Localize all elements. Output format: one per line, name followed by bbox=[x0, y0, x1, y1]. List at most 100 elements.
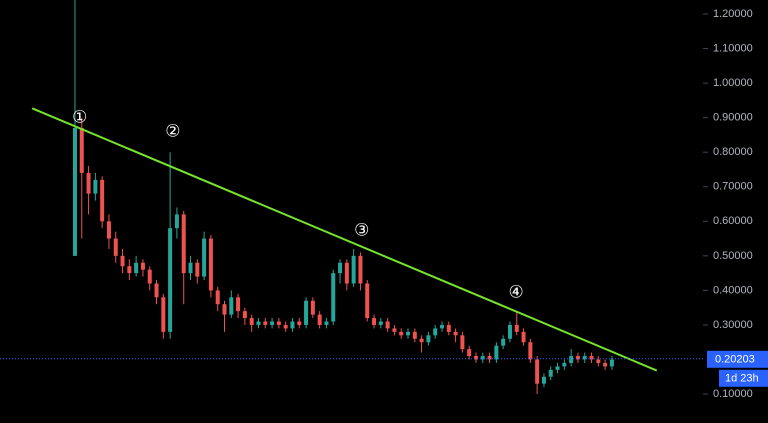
candle-body bbox=[406, 331, 411, 336]
candle-body bbox=[188, 262, 193, 274]
candle-body bbox=[562, 362, 567, 367]
candle-body bbox=[222, 304, 227, 315]
candle-body bbox=[603, 362, 608, 367]
candle-body bbox=[487, 356, 492, 360]
candle-body bbox=[378, 321, 383, 325]
candle-body bbox=[392, 328, 397, 332]
candle-body bbox=[575, 356, 580, 360]
candle-body bbox=[473, 356, 478, 360]
candle-body bbox=[174, 214, 179, 229]
candle-body bbox=[358, 255, 363, 284]
countdown-box bbox=[719, 369, 768, 387]
candle-body bbox=[161, 297, 166, 332]
candle-body bbox=[79, 128, 84, 173]
countdown: 1d 23h bbox=[725, 373, 759, 385]
candle-body bbox=[290, 321, 295, 329]
annotation: ④ bbox=[508, 283, 523, 302]
candle-body bbox=[181, 214, 186, 274]
candle-body bbox=[446, 324, 451, 332]
candle-body bbox=[555, 366, 560, 370]
candle-body bbox=[215, 290, 220, 305]
candle-body bbox=[453, 331, 458, 336]
annotation: ② bbox=[165, 122, 180, 141]
candle-body bbox=[127, 266, 132, 274]
candle-body bbox=[86, 172, 91, 194]
candle-body bbox=[304, 300, 309, 325]
y-tick-label: 0.50000 bbox=[713, 250, 753, 262]
price-label: 0.20203 bbox=[715, 354, 755, 366]
candle-body bbox=[256, 321, 261, 325]
candle-body bbox=[372, 318, 377, 325]
candle-body bbox=[106, 221, 111, 239]
annotation: ① bbox=[72, 107, 87, 126]
candle-body bbox=[229, 297, 234, 315]
candle-body bbox=[276, 321, 281, 325]
candle-body bbox=[399, 331, 404, 336]
candle-body bbox=[426, 335, 431, 343]
candle-body bbox=[460, 335, 465, 350]
candle-body bbox=[535, 359, 540, 384]
candle-body bbox=[351, 255, 356, 284]
candle-body bbox=[140, 262, 145, 270]
y-tick-label: 0.10000 bbox=[713, 388, 753, 400]
candle-body bbox=[419, 338, 424, 343]
candle-body bbox=[270, 321, 275, 325]
candle-body bbox=[208, 238, 213, 291]
annotation: ③ bbox=[354, 220, 369, 239]
candle-body bbox=[569, 356, 574, 363]
candle-body bbox=[202, 238, 207, 277]
candle-body bbox=[72, 128, 77, 256]
candle-body bbox=[596, 359, 601, 363]
candle-body bbox=[100, 179, 105, 222]
y-tick-label: 1.10000 bbox=[713, 42, 753, 54]
candle-body bbox=[514, 324, 519, 332]
price-label-box bbox=[707, 350, 768, 368]
candle-body bbox=[120, 255, 125, 267]
candle-body bbox=[521, 331, 526, 343]
candle-body bbox=[154, 283, 159, 298]
candle-body bbox=[147, 269, 152, 284]
y-tick-label: 0.90000 bbox=[713, 112, 753, 124]
candle-body bbox=[582, 356, 587, 360]
candle-body bbox=[338, 262, 343, 274]
candle-body bbox=[168, 228, 173, 332]
candle-body bbox=[494, 345, 499, 360]
candle-body bbox=[249, 318, 254, 325]
candle-body bbox=[297, 321, 302, 325]
candle-body bbox=[501, 338, 506, 346]
candle-body bbox=[365, 283, 370, 319]
candle-body bbox=[589, 356, 594, 360]
candle-body bbox=[541, 376, 546, 384]
candle-body bbox=[433, 328, 438, 336]
y-tick-label: 0.70000 bbox=[713, 181, 753, 193]
candle-body bbox=[236, 297, 241, 312]
candle-body bbox=[609, 359, 614, 367]
y-tick-label: 1.00000 bbox=[713, 77, 753, 89]
candle-body bbox=[93, 179, 98, 194]
candle-body bbox=[480, 356, 485, 360]
candle-body bbox=[317, 314, 322, 325]
candle-body bbox=[507, 324, 512, 339]
candle-body bbox=[467, 349, 472, 357]
candle-body bbox=[310, 300, 315, 315]
y-tick-label: 1.20000 bbox=[713, 8, 753, 20]
candle-body bbox=[331, 273, 336, 322]
candle-body bbox=[528, 342, 533, 360]
y-tick-label: 0.60000 bbox=[713, 215, 753, 227]
candle-body bbox=[113, 238, 118, 256]
y-tick-label: 0.80000 bbox=[713, 146, 753, 158]
candle-body bbox=[195, 262, 200, 277]
candle-body bbox=[385, 321, 390, 329]
candle-body bbox=[324, 321, 329, 325]
candle-body bbox=[548, 369, 553, 377]
candle-body bbox=[439, 324, 444, 329]
candle-body bbox=[134, 262, 139, 274]
candle-body bbox=[283, 324, 288, 329]
y-tick-label: 0.40000 bbox=[713, 284, 753, 296]
candle-body bbox=[263, 321, 268, 325]
candle-body bbox=[344, 262, 349, 284]
y-tick-label: 0.30000 bbox=[713, 319, 753, 331]
candle-body bbox=[412, 331, 417, 339]
